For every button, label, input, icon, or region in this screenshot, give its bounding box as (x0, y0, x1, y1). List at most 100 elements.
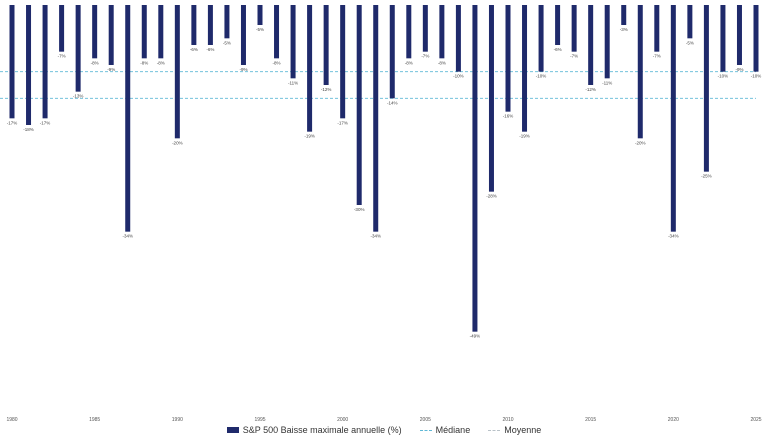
bar (207, 5, 213, 45)
bar (141, 5, 147, 59)
legend-item-mean: Moyenne (488, 425, 541, 435)
data-label: -9% (239, 67, 247, 72)
bar (621, 5, 627, 25)
bar (356, 5, 362, 205)
data-label: -17% (40, 120, 51, 125)
bar (59, 5, 65, 52)
x-tick-label: 1980 (6, 417, 17, 423)
bar (373, 5, 379, 232)
x-tick-label: 2015 (585, 417, 596, 423)
legend-item-series: S&P 500 Baisse maximale annuelle (%) (226, 425, 402, 435)
bar (224, 5, 230, 39)
data-label: -12% (585, 87, 596, 92)
data-label: -10% (751, 74, 762, 79)
data-label: -11% (288, 80, 298, 85)
legend-swatch-mean (488, 429, 501, 431)
data-label: -18% (23, 127, 34, 132)
data-label: -6% (206, 47, 214, 52)
bar (340, 5, 346, 119)
bar (703, 5, 709, 172)
data-label: -8% (91, 60, 99, 65)
bar (670, 5, 676, 232)
data-label: -7% (570, 54, 578, 59)
data-label: -3% (620, 27, 628, 32)
data-label: -28% (486, 194, 497, 199)
bar (687, 5, 693, 39)
bar (604, 5, 610, 79)
data-label: -17% (7, 120, 18, 125)
legend-label-mean: Moyenne (504, 425, 542, 435)
data-label: -7% (421, 54, 429, 59)
x-tick-label: 2025 (750, 417, 761, 423)
data-labels-group: -17% -18% -17% -7% -13% -8% -9% -34% -8% -8% -20% -… (7, 27, 762, 339)
data-label: -7% (58, 54, 66, 59)
data-label: -34% (668, 234, 679, 239)
legend-label-median: Médiane (435, 425, 471, 435)
x-tick-label: 1985 (89, 417, 100, 423)
data-label: -34% (122, 234, 133, 239)
data-label: -19% (304, 134, 315, 139)
bar (406, 5, 412, 59)
bar (307, 5, 313, 132)
data-label: -20% (635, 140, 646, 145)
x-ticks-group: 1980 1985 1990 1995 2000 2005 2010 2015 2020 2025 (6, 417, 761, 423)
bar (637, 5, 643, 139)
x-tick-label: 1990 (172, 417, 183, 423)
bar (588, 5, 594, 85)
data-label: -14% (387, 100, 398, 105)
bar (125, 5, 131, 232)
x-tick-label: 1995 (254, 417, 265, 423)
bar (240, 5, 246, 65)
data-label: -8% (405, 60, 413, 65)
data-label: -12% (321, 87, 332, 92)
data-label: -6% (190, 47, 198, 52)
data-label: -19% (519, 134, 530, 139)
bar (290, 5, 296, 79)
legend-swatch-median (419, 429, 432, 431)
data-label: -16% (503, 114, 514, 119)
data-label: -30% (354, 207, 365, 212)
legend-label-series: S&P 500 Baisse maximale annuelle (%) (242, 425, 402, 435)
bar (9, 5, 15, 119)
bar (174, 5, 180, 139)
data-label: -10% (718, 74, 729, 79)
legend-item-median: Médiane (419, 425, 471, 435)
data-label: -9% (735, 67, 743, 72)
data-label: -11% (602, 80, 612, 85)
data-label: -13% (73, 94, 84, 99)
data-label: -5% (686, 40, 694, 45)
bar (571, 5, 577, 52)
data-label: -20% (172, 140, 183, 145)
data-label: -8% (157, 60, 165, 65)
bar (323, 5, 329, 85)
bar (522, 5, 528, 132)
bar (257, 5, 263, 25)
bar (720, 5, 726, 72)
bar (654, 5, 660, 52)
bar (488, 5, 494, 192)
bar (75, 5, 81, 92)
data-label: -5% (223, 40, 231, 45)
legend: S&P 500 Baisse maximale annuelle (%) Méd… (0, 425, 768, 435)
data-label: -10% (453, 74, 464, 79)
data-label: -7% (653, 54, 661, 59)
bar (439, 5, 445, 59)
data-label: -5% (256, 27, 264, 32)
bar (472, 5, 478, 332)
data-label: -8% (273, 60, 281, 65)
bar (538, 5, 544, 72)
data-label: -10% (536, 74, 547, 79)
data-label: -8% (438, 60, 446, 65)
bar (422, 5, 428, 52)
data-label: -8% (140, 60, 148, 65)
x-tick-label: 2020 (668, 417, 679, 423)
data-label: -6% (554, 47, 562, 52)
legend-swatch-series (226, 427, 239, 433)
bar (92, 5, 98, 59)
data-label: -34% (370, 234, 381, 239)
bar (108, 5, 114, 65)
bar (555, 5, 561, 45)
bar (158, 5, 164, 59)
data-label: -17% (337, 120, 348, 125)
